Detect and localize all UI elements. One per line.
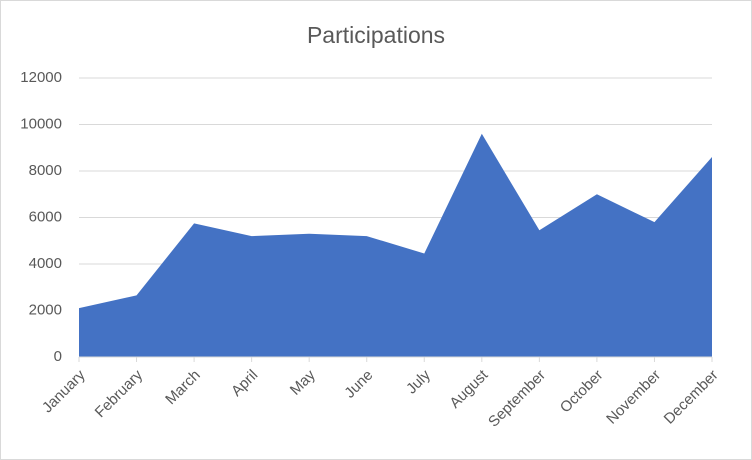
y-tick-label: 6000 (29, 208, 62, 225)
y-tick-label: 8000 (29, 162, 62, 179)
area (79, 133, 712, 357)
y-tick-label: 10000 (20, 115, 62, 132)
y-tick-label: 2000 (29, 301, 62, 318)
chart-title: Participations (307, 22, 445, 48)
y-tick-label: 12000 (20, 69, 62, 86)
y-tick-label: 4000 (29, 255, 62, 272)
y-tick-label: 0 (54, 348, 62, 365)
